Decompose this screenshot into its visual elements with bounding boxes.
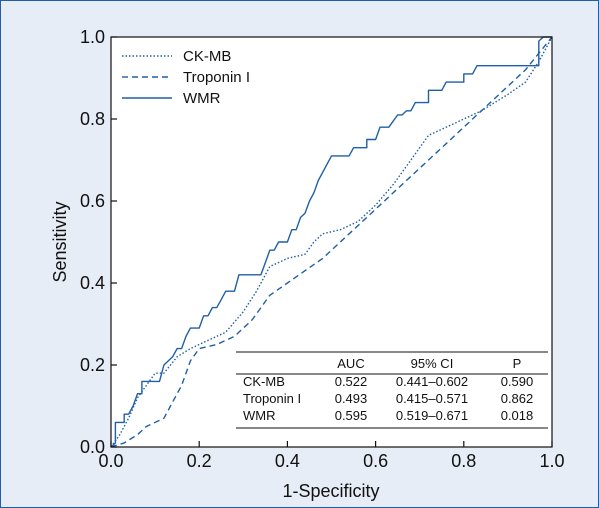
axes: 0.0 0.2 0.4 0.6 0.8 1.0 0.0 0.2 0.4 0.6 0.8 1.0 (80, 27, 565, 471)
x-tick-label: 0.6 (363, 451, 388, 471)
table-header-auc: AUC (337, 356, 364, 371)
legend-label-wmr: WMR (183, 90, 221, 107)
plot-border (110, 36, 553, 448)
table-cell: 0.590 (501, 374, 534, 389)
table-cell: 0.441–0.602 (396, 374, 468, 389)
y-tick-label: 1.0 (80, 27, 105, 47)
y-tick-label: 0.2 (80, 355, 105, 375)
y-tick-label: 0.0 (80, 437, 105, 457)
x-tick-label: 0.8 (451, 451, 476, 471)
x-tick-label: 0.0 (98, 451, 123, 471)
y-tick-label: 0.4 (80, 273, 105, 293)
legend-label-ck-mb: CK-MB (183, 48, 231, 65)
table-cell: 0.862 (501, 391, 534, 406)
table-row-label: CK-MB (243, 374, 285, 389)
y-axis-title: Sensitivity (50, 201, 70, 282)
table-header-ci: 95% CI (411, 356, 454, 371)
table-cell: 0.519–0.671 (396, 408, 468, 423)
legend: CK-MB Troponin I WMR (122, 48, 250, 107)
series-lines (110, 36, 553, 448)
table-header-p: P (513, 356, 522, 371)
stats-table: AUC 95% CI P CK-MB 0.522 0.441–0.602 0.5… (236, 351, 548, 429)
x-tick-label: 0.4 (275, 451, 300, 471)
table-cell: 0.493 (335, 391, 368, 406)
x-tick-label: 0.2 (187, 451, 212, 471)
series-line-wmr (110, 36, 552, 448)
x-axis-title: 1-Specificity (282, 481, 379, 501)
series-line-ck-mb (110, 36, 553, 448)
legend-label-troponin: Troponin I (183, 69, 250, 86)
plot-area (111, 37, 552, 447)
table-row-label: Troponin I (243, 391, 301, 406)
x-tick-label: 1.0 (539, 451, 564, 471)
table-cell: 0.415–0.571 (396, 391, 468, 406)
table-cell: 0.595 (335, 408, 368, 423)
y-tick-label: 0.8 (80, 109, 105, 129)
table-row-label: WMR (243, 408, 276, 423)
y-tick-label: 0.6 (80, 191, 105, 211)
table-cell: 0.522 (335, 374, 368, 389)
table-cell: 0.018 (501, 408, 534, 423)
series-line-troponin-i (110, 36, 553, 448)
